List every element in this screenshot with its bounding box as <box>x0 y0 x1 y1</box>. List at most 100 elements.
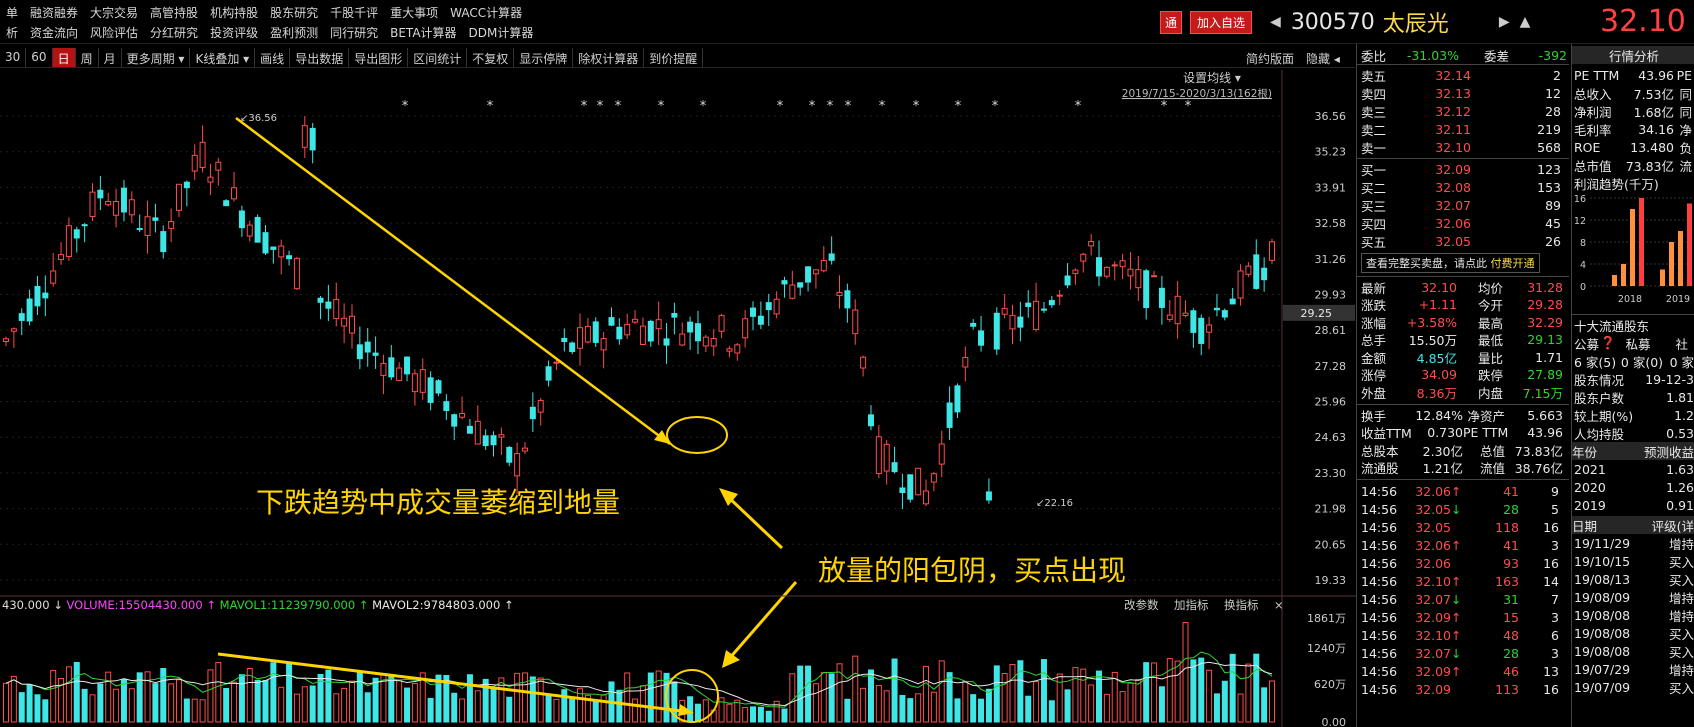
menu-item[interactable]: 单 <box>6 6 19 20</box>
panel-row: 毛利率 34.16 净 <box>1574 120 1694 138</box>
tong-button[interactable]: 通 <box>1160 10 1183 34</box>
event-marker-icon[interactable]: * <box>487 99 494 114</box>
analysis-tab[interactable]: 行情分析 <box>1572 46 1694 64</box>
volume-tick-label: 620万 <box>1314 678 1346 691</box>
volume-panel-button[interactable]: 换指标 <box>1224 598 1259 612</box>
candle-body <box>514 453 521 477</box>
toolbar-item[interactable]: 导出数据 <box>290 48 350 67</box>
toolbar-item[interactable]: 区间统计 <box>408 48 468 67</box>
event-marker-icon[interactable]: * <box>1075 99 1082 114</box>
panel-row: 十大流通股东 <box>1574 316 1694 334</box>
toolbar-item[interactable]: 显示停牌 <box>514 48 574 67</box>
stat-label: 跌停 <box>1477 368 1503 383</box>
event-marker-icon[interactable]: * <box>658 99 665 114</box>
menu-item[interactable]: 股东研究 <box>270 6 319 20</box>
tick-price: 32.09 <box>1415 681 1451 697</box>
toolbar-item[interactable]: 到价提醒 <box>644 48 704 67</box>
menu-item[interactable]: 大宗交易 <box>90 6 139 20</box>
event-marker-icon[interactable]: * <box>809 99 816 114</box>
eps-value: 1.26 <box>1666 479 1694 495</box>
price-tick-label: 28.61 <box>1315 324 1347 337</box>
ma-settings-dropdown[interactable]: 设置均线 ▾ <box>1183 71 1241 85</box>
menu-item[interactable]: 重大事项 <box>390 6 439 20</box>
menu-item[interactable]: 千股千评 <box>330 6 379 20</box>
volume-panel-button[interactable]: × <box>1274 598 1284 612</box>
date-range-label: 2019/7/15-2020/3/13(162根) <box>1122 87 1272 100</box>
toolbar-item[interactable]: 更多周期 ▾ <box>122 48 191 67</box>
toolbar-item[interactable]: 日 <box>52 48 76 67</box>
toolbar-item[interactable]: K线叠加 ▾ <box>190 48 256 67</box>
toolbar-item[interactable]: 画线 <box>255 48 291 67</box>
toolbar-item[interactable]: 60 <box>26 48 53 67</box>
toolbar-item[interactable]: 周 <box>76 48 99 67</box>
volume-bar <box>632 698 639 723</box>
kline-chart[interactable]: 36.56 35.23 33.91 32.58 31.26 29.93 28.61 27.28… <box>0 70 1356 727</box>
candle-body <box>191 154 198 172</box>
event-marker-icon[interactable]: * <box>581 99 588 114</box>
candle-body <box>1174 295 1181 325</box>
event-marker-icon[interactable]: * <box>879 99 886 114</box>
menu-item[interactable]: 析 <box>6 26 19 40</box>
toolbar-right-item[interactable]: 简约版面 <box>1246 52 1295 66</box>
panel-row: 6 家(5) 0 家(0) 0 家 <box>1574 352 1694 370</box>
event-marker-icon[interactable]: * <box>700 99 707 114</box>
candle-body <box>671 312 678 318</box>
volume-bar <box>191 698 198 723</box>
candle-body <box>639 325 646 345</box>
full-order-book-button[interactable]: 查看完整买卖盘，请点此 付费开通 <box>1361 253 1540 273</box>
holder-count: 0 家(0) <box>1620 354 1664 370</box>
menu-item[interactable]: 融资融券 <box>30 6 79 20</box>
help-icon[interactable]: ❓ <box>1600 335 1616 350</box>
event-marker-icon[interactable]: * <box>845 99 852 114</box>
toolbar-right-item[interactable]: 隐藏 ◂ <box>1306 52 1340 66</box>
toolbar-item[interactable]: 不复权 <box>467 48 515 67</box>
event-marker-icon[interactable]: * <box>955 99 962 114</box>
panel-row: 14:56 32.10 ↑ 48 6 <box>1361 626 1567 644</box>
bid-label: 买三 <box>1361 198 1387 214</box>
stat-value: 38.76亿 <box>1514 461 1563 476</box>
menu-item[interactable]: WACC计算器 <box>450 6 523 20</box>
candle-body <box>65 225 72 257</box>
candle-body <box>985 491 992 501</box>
menu-item[interactable]: 同行研究 <box>330 26 379 40</box>
event-marker-icon[interactable]: * <box>777 99 784 114</box>
event-marker-icon[interactable]: * <box>827 99 834 114</box>
menu-item[interactable]: 风险评估 <box>90 26 139 40</box>
menu-item[interactable]: 投资评级 <box>210 26 259 40</box>
volume-bar <box>105 671 112 723</box>
event-marker-icon[interactable]: * <box>615 99 622 114</box>
event-marker-icon[interactable]: * <box>913 99 920 114</box>
volume-bar <box>1040 659 1047 723</box>
menu-item[interactable]: 资金流向 <box>30 26 79 40</box>
event-marker-icon[interactable]: * <box>1161 99 1168 114</box>
toolbar-item[interactable]: 月 <box>99 48 122 67</box>
add-watchlist-button[interactable]: 加入自选 <box>1190 10 1253 34</box>
prev-stock-icon[interactable]: ◀ <box>1270 14 1281 30</box>
next-stock-icon[interactable]: ▶ <box>1498 14 1510 30</box>
bid-price: 32.07 <box>1435 197 1471 213</box>
volume-panel-button[interactable]: 加指标 <box>1174 598 1209 612</box>
candle-body <box>333 298 340 320</box>
menu-item[interactable]: DDM计算器 <box>468 26 534 40</box>
volume-bar <box>1001 673 1008 723</box>
event-marker-icon[interactable]: * <box>992 99 999 114</box>
menu-item[interactable]: BETA计算器 <box>390 26 457 40</box>
panel-row: 卖一 32.10 568 <box>1361 138 1567 156</box>
panel-row: 19/11/29 增持 <box>1574 534 1694 552</box>
event-marker-icon[interactable]: * <box>1185 99 1192 114</box>
volume-bar <box>561 689 568 723</box>
pay-open-label[interactable]: 付费开通 <box>1490 257 1535 270</box>
toolbar-item[interactable]: 除权计算器 <box>573 48 645 67</box>
menu-item[interactable]: 盈利预测 <box>270 26 319 40</box>
toolbar-item[interactable]: 导出图形 <box>349 48 409 67</box>
menu-item[interactable]: 高管持股 <box>150 6 199 20</box>
event-marker-icon[interactable]: * <box>597 99 604 114</box>
bell-icon[interactable]: ▲ <box>1519 14 1531 30</box>
volume-panel-button[interactable]: 改参数 <box>1124 598 1159 612</box>
toolbar-item[interactable]: 30 <box>0 48 27 67</box>
bid-price: 32.06 <box>1435 215 1471 231</box>
menu-item[interactable]: 分红研究 <box>150 26 199 40</box>
candle-body <box>624 323 631 336</box>
menu-item[interactable]: 机构持股 <box>210 6 259 20</box>
event-marker-icon[interactable]: * <box>402 99 409 114</box>
